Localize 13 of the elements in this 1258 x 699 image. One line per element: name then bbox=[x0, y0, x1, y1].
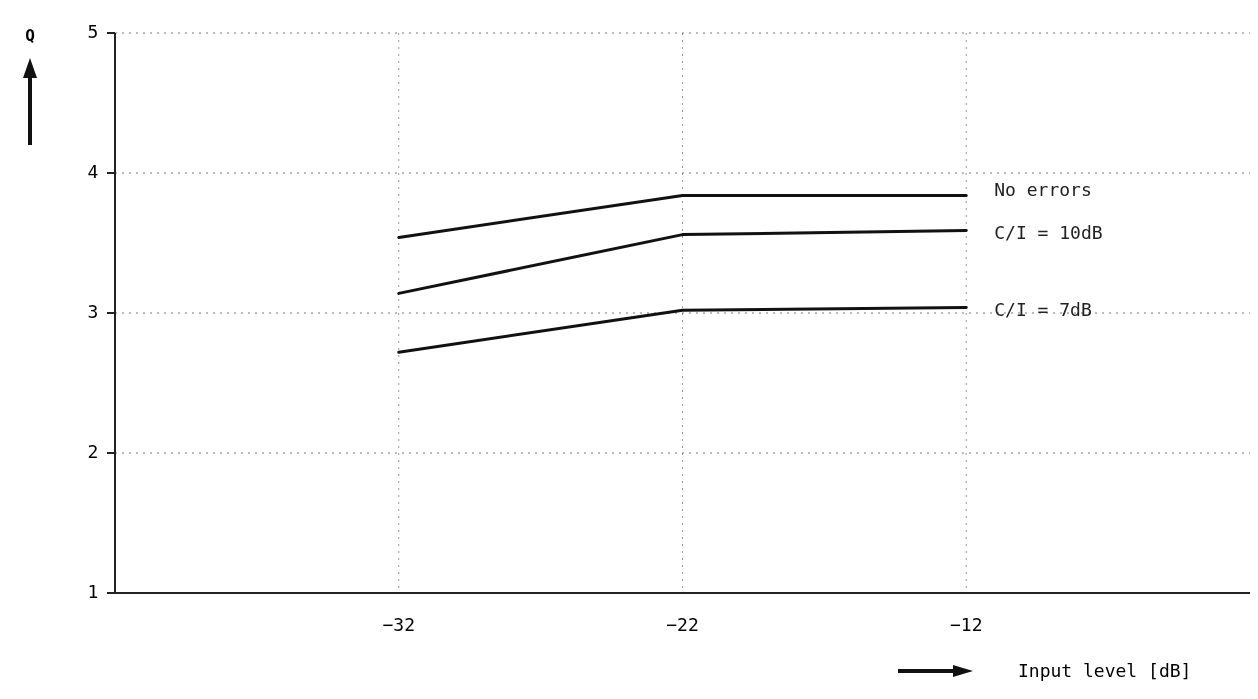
y-tick-label: 5 bbox=[87, 21, 99, 42]
series-label: C/I = 7dB bbox=[994, 299, 1092, 321]
x-axis-title: Input level [dB] bbox=[1018, 660, 1192, 681]
x-tick-label: −32 bbox=[382, 614, 416, 635]
x-tick-label: −12 bbox=[949, 614, 983, 635]
y-axis-title: Q bbox=[25, 26, 35, 45]
y-tick-label: 4 bbox=[87, 161, 99, 182]
series-label: C/I = 10dB bbox=[994, 222, 1103, 244]
y-tick-label: 3 bbox=[87, 301, 99, 322]
y-tick-label: 1 bbox=[87, 581, 99, 602]
y-tick-label: 2 bbox=[87, 441, 99, 462]
series-label: No errors bbox=[994, 179, 1092, 201]
x-tick-label: −22 bbox=[666, 614, 699, 635]
